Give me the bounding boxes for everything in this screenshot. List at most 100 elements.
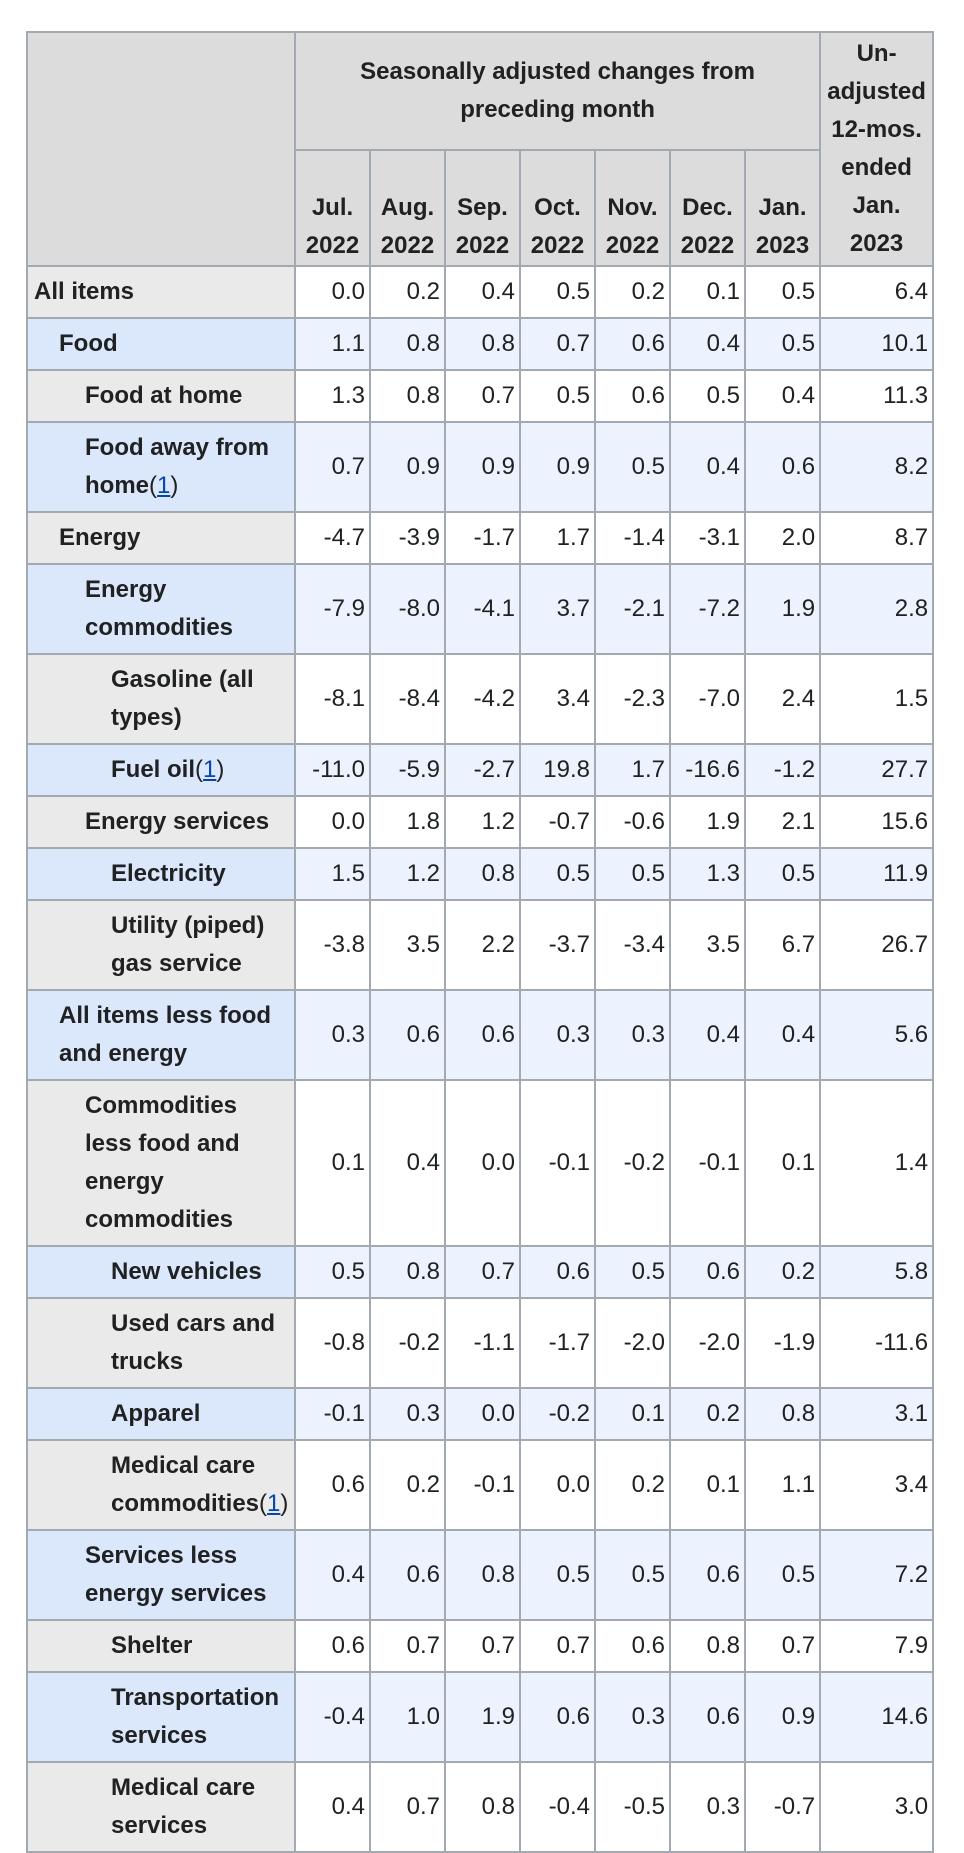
row-label: All items: [34, 278, 135, 305]
monthly-change-cell: 0.4: [669, 421, 746, 513]
monthly-change-cell: -16.6: [669, 743, 746, 797]
monthly-change-cell: 0.7: [294, 421, 371, 513]
ref-paren: (: [149, 472, 158, 499]
monthly-change-cell: 0.5: [743, 265, 822, 319]
monthly-change-cell: 19.8: [519, 743, 596, 797]
monthly-change-cell: -1.7: [444, 511, 521, 565]
unadjusted-change-cell: 7.9: [819, 1619, 935, 1673]
table-row: Energy commodities -7.9 -8.0 -4.1 3.7 -2.1 -7.…: [26, 563, 935, 655]
monthly-change-cell: 2.4: [743, 653, 822, 745]
monthly-change-cell: 0.5: [519, 369, 596, 423]
monthly-change-cell: -11.0: [294, 743, 371, 797]
monthly-change-cell: 0.6: [294, 1619, 371, 1673]
monthly-change-cell: -3.9: [369, 511, 446, 565]
monthly-change-cell: 1.2: [444, 795, 521, 849]
row-label: New vehicles: [111, 1258, 262, 1285]
monthly-change-cell: 2.0: [743, 511, 822, 565]
unadjusted-change-cell: 6.4: [819, 265, 935, 319]
row-label-cell: All items less food and energy: [26, 989, 296, 1081]
row-label-cell: Medical care commodities(1): [26, 1439, 296, 1531]
monthly-change-cell: 0.2: [594, 1439, 671, 1531]
row-label-cell: Food: [26, 317, 296, 371]
table-row: Used cars and trucks -0.8 -0.2 -1.1 -1.7 -2.0…: [26, 1297, 935, 1389]
footnote-link[interactable]: 1: [203, 756, 217, 783]
table-row: Food 1.1 0.8 0.8 0.7 0.6 0.4 0.5 10.1: [26, 317, 935, 371]
table-row: Commodities less food and energy commodi…: [26, 1079, 935, 1247]
monthly-change-cell: -0.4: [294, 1671, 371, 1763]
monthly-change-cell: 0.5: [519, 847, 596, 901]
table-row: Medical care services 0.4 0.7 0.8 -0.4 -0.5 0.…: [26, 1761, 935, 1853]
monthly-change-cell: 1.1: [743, 1439, 822, 1531]
unadjusted-change-cell: 5.8: [819, 1245, 935, 1299]
monthly-change-cell: 0.5: [594, 847, 671, 901]
monthly-change-cell: -3.4: [594, 899, 671, 991]
monthly-change-cell: 0.4: [294, 1761, 371, 1853]
monthly-change-cell: 0.6: [669, 1245, 746, 1299]
monthly-change-cell: -0.1: [519, 1079, 596, 1247]
monthly-change-cell: 0.3: [594, 1671, 671, 1763]
row-label-cell: Gasoline (all types): [26, 653, 296, 745]
seasonal-group-header: Seasonally adjusted changes from precedi…: [293, 31, 822, 151]
table-row: Medical care commodities(1) 0.6 0.2 -0.1 0.0…: [26, 1439, 935, 1531]
table-row: Shelter 0.6 0.7 0.7 0.7 0.6 0.8 0.7 7.9: [26, 1619, 935, 1673]
monthly-change-cell: 0.5: [519, 1529, 596, 1621]
monthly-change-cell: 0.9: [519, 421, 596, 513]
monthly-change-cell: -0.5: [594, 1761, 671, 1853]
row-label-cell: Services less energy services: [26, 1529, 296, 1621]
monthly-change-cell: 0.6: [369, 989, 446, 1081]
ref-paren: ): [170, 472, 179, 499]
monthly-change-cell: 0.2: [369, 265, 446, 319]
row-label-cell: Apparel: [26, 1387, 296, 1441]
monthly-change-cell: -5.9: [369, 743, 446, 797]
monthly-change-cell: 0.3: [594, 989, 671, 1081]
table-row: Food away from home(1) 0.7 0.9 0.9 0.9 0.5 0.4…: [26, 421, 935, 513]
monthly-change-cell: 1.3: [669, 847, 746, 901]
row-label: Food away from home: [85, 434, 270, 499]
monthly-change-cell: -7.2: [669, 563, 746, 655]
row-label: Shelter: [111, 1632, 193, 1659]
row-label-cell: All items: [26, 265, 296, 319]
monthly-change-cell: 0.8: [444, 847, 521, 901]
row-label-cell: Food away from home(1): [26, 421, 296, 513]
monthly-change-cell: 0.7: [743, 1619, 822, 1673]
monthly-change-cell: 6.7: [743, 899, 822, 991]
monthly-change-cell: 0.6: [294, 1439, 371, 1531]
row-label: Services less energy services: [85, 1542, 267, 1607]
monthly-change-cell: -2.1: [594, 563, 671, 655]
ref-paren: ): [280, 1490, 289, 1517]
row-label: Food: [59, 330, 118, 357]
monthly-change-cell: 0.5: [743, 847, 822, 901]
row-label: Electricity: [111, 860, 226, 887]
monthly-change-cell: -0.8: [294, 1297, 371, 1389]
monthly-change-cell: 0.7: [444, 1619, 521, 1673]
monthly-change-cell: 0.7: [444, 1245, 521, 1299]
cpi-table-container: Seasonally adjusted changes from precedi…: [26, 31, 935, 1853]
corner-header-cell: [26, 31, 296, 267]
row-label: Energy commodities: [85, 576, 234, 641]
monthly-change-cell: 1.0: [369, 1671, 446, 1763]
monthly-change-cell: -0.1: [444, 1439, 521, 1531]
unadjusted-change-cell: 3.1: [819, 1387, 935, 1441]
monthly-change-cell: 0.3: [294, 989, 371, 1081]
monthly-change-cell: -4.1: [444, 563, 521, 655]
monthly-change-cell: 0.8: [369, 369, 446, 423]
table-row: Transportation services -0.4 1.0 1.9 0.6 0.3 0…: [26, 1671, 935, 1763]
monthly-change-cell: 0.8: [444, 1761, 521, 1853]
row-label: All items less food and energy: [59, 1002, 272, 1067]
monthly-change-cell: 0.6: [444, 989, 521, 1081]
monthly-change-cell: -0.2: [519, 1387, 596, 1441]
monthly-change-cell: 0.7: [444, 369, 521, 423]
monthly-change-cell: 1.8: [369, 795, 446, 849]
monthly-change-cell: 0.5: [594, 421, 671, 513]
monthly-change-cell: -3.1: [669, 511, 746, 565]
monthly-change-cell: -8.1: [294, 653, 371, 745]
monthly-change-cell: 3.7: [519, 563, 596, 655]
monthly-change-cell: -1.2: [743, 743, 822, 797]
unadjusted-change-cell: 3.4: [819, 1439, 935, 1531]
unadjusted-change-cell: 14.6: [819, 1671, 935, 1763]
monthly-change-cell: 0.0: [294, 795, 371, 849]
row-label-cell: Shelter: [26, 1619, 296, 1673]
footnote-link[interactable]: 1: [157, 472, 171, 499]
footnote-link[interactable]: 1: [267, 1490, 281, 1517]
monthly-change-cell: 0.3: [369, 1387, 446, 1441]
